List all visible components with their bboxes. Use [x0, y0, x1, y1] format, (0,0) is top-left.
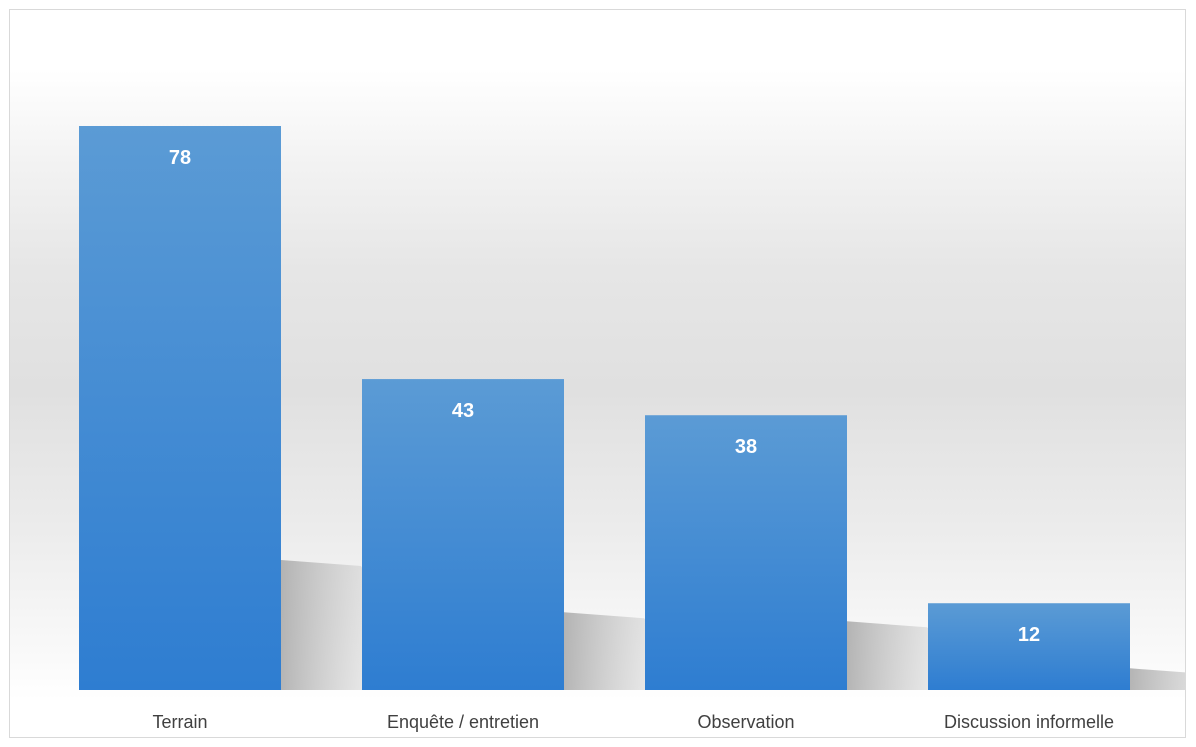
- bars: [79, 126, 1130, 690]
- category-label: Discussion informelle: [944, 712, 1114, 732]
- data-label: 12: [1018, 624, 1040, 646]
- bar: [362, 379, 564, 690]
- bar-chart: 78 43 38 12 Terrain Enquête / entretien Obser…: [79, 126, 1185, 732]
- data-labels: 78 43 38 12: [169, 147, 1040, 646]
- bar: [928, 603, 1130, 690]
- bar: [79, 126, 281, 690]
- chart-frame: 78 43 38 12 Terrain Enquête / entretien Obser…: [9, 9, 1186, 738]
- data-label: 43: [452, 400, 474, 422]
- category-label: Observation: [697, 712, 794, 732]
- bar: [645, 415, 847, 690]
- category-label: Enquête / entretien: [387, 712, 539, 732]
- data-label: 78: [169, 147, 191, 169]
- category-label: Terrain: [152, 712, 207, 732]
- category-labels: Terrain Enquête / entretien Observation Dis…: [152, 712, 1114, 732]
- bar-shadow: [1130, 668, 1185, 690]
- data-label: 38: [735, 436, 757, 458]
